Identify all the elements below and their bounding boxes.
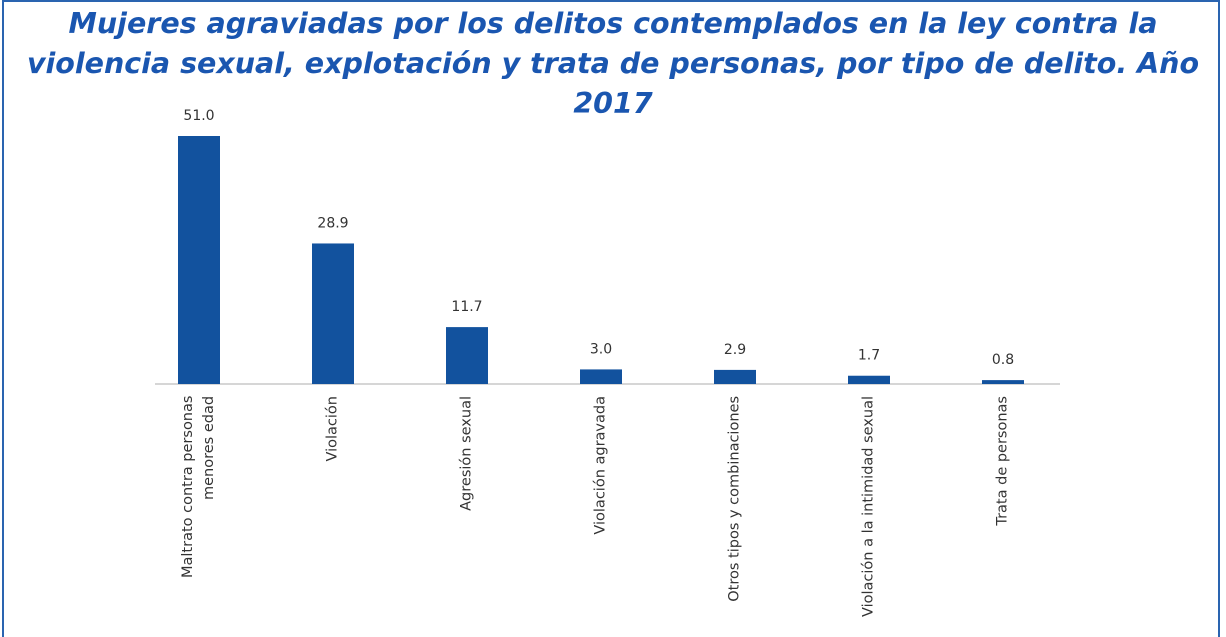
x-tick-label: Violación agravada: [592, 396, 609, 535]
data-label: 2.9: [724, 342, 746, 358]
bar: [982, 380, 1024, 384]
bar: [580, 369, 622, 384]
chart-title: Mujeres agraviadas por los delitos conte…: [26, 7, 1200, 120]
bar: [848, 375, 890, 384]
x-tick-label: Agresión sexual: [458, 396, 475, 511]
data-label: 51.0: [183, 108, 214, 124]
data-label: 0.8: [992, 352, 1014, 368]
x-tick-label: Trata de personas: [994, 396, 1011, 526]
x-tick-label: Violación a la intimidad sexual: [860, 396, 877, 617]
data-label: 1.7: [858, 348, 880, 364]
bar: [312, 243, 354, 384]
x-tick-label: Violación: [324, 396, 341, 462]
data-label: 3.0: [590, 341, 612, 357]
bar: [178, 136, 220, 384]
bar: [446, 327, 488, 384]
data-label: 11.7: [451, 299, 482, 315]
x-tick-label: Otros tipos y combinaciones: [726, 396, 743, 602]
bar: [714, 369, 756, 384]
x-tick-label: Maltrato contra personas menores edad: [180, 396, 217, 579]
data-label: 28.9: [317, 215, 348, 231]
